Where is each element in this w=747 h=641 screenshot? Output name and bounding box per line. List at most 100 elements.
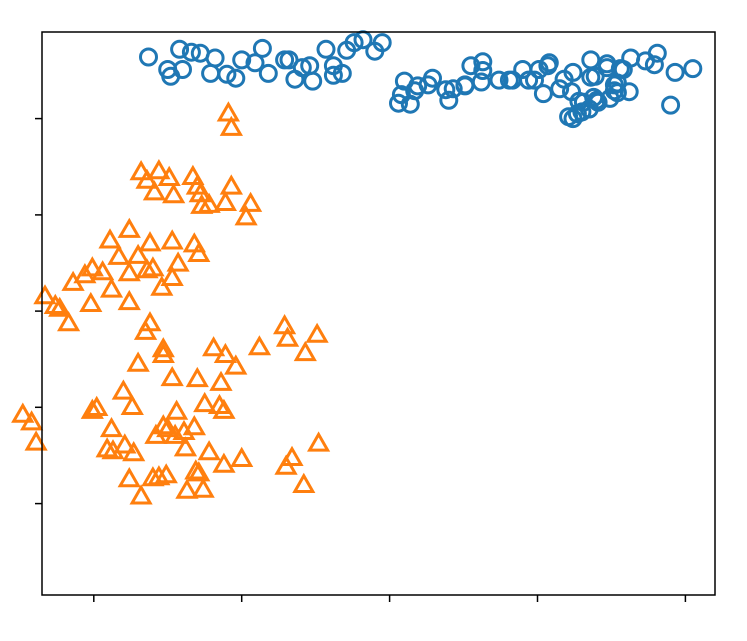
- circle-point: [525, 70, 544, 90]
- circle-point: [683, 59, 703, 79]
- plot-frame: [41, 31, 716, 596]
- triangle-point: [307, 431, 331, 452]
- circle-point: [473, 52, 493, 72]
- triangle-point: [117, 289, 141, 311]
- circle-point: [292, 58, 312, 78]
- circle-point: [563, 109, 583, 129]
- circle-point: [226, 68, 246, 88]
- triangle-point: [219, 174, 244, 195]
- circle-point: [232, 50, 252, 70]
- circle-point: [389, 93, 408, 113]
- triangle-point: [182, 414, 207, 436]
- circle-point: [303, 71, 323, 91]
- circle-point: [665, 62, 685, 82]
- triangle-point: [207, 393, 232, 414]
- triangle-point: [147, 158, 171, 180]
- triangle-point: [107, 244, 131, 265]
- triangle-point: [126, 351, 150, 372]
- triangle-point: [11, 402, 35, 423]
- circle-point: [436, 80, 456, 100]
- triangle-point: [98, 228, 122, 249]
- triangle-point: [33, 284, 57, 305]
- circle-point: [285, 69, 305, 89]
- triangle-point: [57, 311, 81, 332]
- circle-point: [581, 50, 601, 70]
- triangle-point: [238, 191, 263, 212]
- triangle-point: [160, 229, 184, 250]
- triangle-point: [213, 190, 237, 211]
- triangle-point: [73, 262, 97, 284]
- triangle-point: [133, 319, 158, 340]
- triangle-point: [191, 477, 215, 498]
- triangle-point: [99, 277, 124, 298]
- triangle-point: [79, 291, 103, 312]
- triangle-point: [184, 459, 208, 480]
- triangle-point: [99, 416, 124, 438]
- series-2: [11, 101, 331, 505]
- circle-point: [252, 38, 272, 58]
- triangle-point: [280, 445, 304, 466]
- circle-point: [644, 55, 664, 75]
- circle-point: [439, 90, 459, 110]
- circle-point: [316, 39, 336, 59]
- triangle-point: [230, 446, 254, 467]
- triangle-point: [305, 322, 329, 343]
- triangle-point: [144, 423, 168, 444]
- triangle-point: [141, 256, 165, 277]
- circle-point: [139, 47, 158, 67]
- circle-point: [489, 70, 509, 90]
- circle-point: [394, 71, 414, 91]
- circle-point: [181, 42, 201, 62]
- triangle-point: [175, 478, 199, 499]
- triangle-point: [43, 293, 67, 314]
- triangle-point: [193, 391, 217, 413]
- triangle-point: [172, 419, 196, 440]
- circle-point: [170, 39, 190, 59]
- circle-point: [372, 33, 392, 53]
- triangle-point: [80, 256, 104, 277]
- circle-point: [502, 70, 522, 90]
- triangle-point: [151, 337, 175, 358]
- triangle-point: [135, 258, 159, 279]
- triangle-point: [85, 395, 109, 416]
- triangle-point: [187, 241, 211, 262]
- triangle-point: [182, 232, 207, 253]
- circle-point: [613, 60, 633, 79]
- triangle-point: [209, 370, 233, 391]
- triangle-point: [202, 336, 226, 357]
- circle-point: [258, 63, 278, 83]
- triangle-point: [292, 472, 316, 493]
- triangle-point: [212, 452, 236, 473]
- triangle-point: [150, 275, 174, 296]
- triangle-point: [162, 183, 186, 204]
- triangle-point: [234, 205, 258, 226]
- triangle-point: [113, 433, 137, 454]
- triangle-point: [187, 461, 211, 482]
- triangle-point: [224, 354, 248, 375]
- triangle-point: [185, 366, 209, 388]
- triangle-point: [126, 243, 150, 264]
- circle-point: [588, 92, 608, 112]
- circle-point: [563, 62, 583, 82]
- triangle-point: [273, 313, 297, 335]
- triangle-point: [24, 430, 48, 451]
- triangle-point: [117, 217, 141, 238]
- triangle-point: [80, 398, 104, 419]
- triangle-point: [293, 340, 317, 362]
- triangle-point: [165, 399, 189, 420]
- triangle-point: [101, 439, 125, 460]
- circle-point: [275, 50, 295, 70]
- circle-point: [443, 79, 463, 99]
- triangle-point: [190, 193, 214, 214]
- series-1: [139, 30, 703, 129]
- circle-point: [323, 65, 343, 85]
- triangle-point: [216, 101, 240, 122]
- triangle-point: [173, 436, 198, 457]
- circle-point: [245, 53, 265, 73]
- triangle-point: [129, 484, 153, 505]
- axis-ticks: [35, 117, 687, 602]
- circle-point: [455, 75, 475, 95]
- circle-point: [533, 84, 553, 104]
- triangle-point: [138, 231, 162, 252]
